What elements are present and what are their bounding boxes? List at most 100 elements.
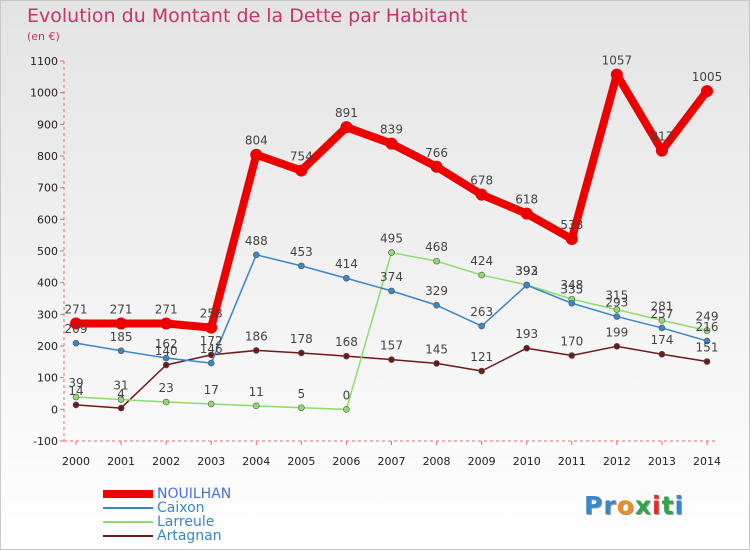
data-label: 488 [245, 234, 268, 248]
data-label: 185 [110, 330, 133, 344]
data-point [475, 188, 488, 201]
data-label: 157 [380, 339, 403, 353]
series-larreule [72, 249, 711, 413]
chart-subtitle: (en €) [27, 30, 60, 43]
data-label: 281 [650, 299, 673, 313]
data-label: 335 [560, 282, 583, 296]
data-label: 393 [515, 264, 538, 278]
data-point [703, 358, 711, 365]
legend-label: NOUILHAN [157, 486, 232, 502]
data-label: 121 [470, 350, 493, 364]
data-point [298, 262, 305, 270]
data-label: 4 [117, 387, 125, 401]
data-point [613, 343, 621, 350]
logo-letter: o [616, 491, 635, 520]
data-point [162, 361, 170, 369]
x-tick-label: 2013 [648, 455, 676, 468]
data-label: 186 [245, 329, 268, 343]
series-layer [70, 68, 713, 413]
data-point [703, 327, 711, 334]
y-tick-label: 800 [37, 150, 58, 163]
data-label: 174 [650, 333, 673, 347]
series-nouilhan [70, 68, 713, 334]
y-tick-label: 700 [37, 182, 58, 195]
data-point [388, 249, 395, 256]
data-label: 754 [290, 150, 313, 164]
logo-letter: x [634, 491, 652, 520]
data-label: 839 [380, 123, 403, 137]
data-label: 151 [696, 341, 719, 355]
data-point [115, 317, 128, 330]
data-label: 199 [605, 325, 628, 339]
series-caixon [72, 251, 711, 367]
data-label: 162 [155, 337, 178, 351]
data-label: 468 [425, 240, 448, 254]
data-label: 5 [298, 387, 306, 401]
data-point [478, 367, 485, 375]
data-label: 17 [204, 383, 219, 397]
data-point [520, 207, 533, 220]
x-tick-label: 2010 [513, 455, 541, 468]
data-label: 271 [65, 303, 88, 317]
data-point [433, 257, 440, 265]
data-point [70, 317, 82, 330]
data-point [343, 406, 350, 413]
legend-item-caixon: Caixon [103, 501, 231, 515]
data-label: 23 [159, 381, 174, 395]
data-point [162, 354, 170, 362]
data-label: 178 [290, 332, 313, 346]
x-tick-label: 2009 [468, 455, 496, 468]
data-point [430, 160, 443, 173]
legend-item-larreule: Larreule [103, 515, 231, 529]
proxiti-logo: Proxiti [584, 491, 684, 520]
data-point [523, 281, 531, 289]
data-label: 209 [65, 322, 88, 336]
y-tick-label: 300 [37, 308, 58, 321]
data-point [655, 144, 668, 157]
logo-letter: i [674, 491, 685, 520]
data-point [252, 402, 260, 410]
data-label: 11 [249, 385, 264, 399]
data-point [343, 352, 350, 360]
data-point [388, 356, 395, 363]
legend: NOUILHAN Caixon Larreule Artagnan [103, 487, 231, 543]
data-label: 414 [335, 257, 358, 271]
data-label: 193 [515, 327, 538, 341]
data-label: 678 [470, 174, 493, 188]
data-label: 315 [605, 289, 628, 303]
data-label: 216 [696, 320, 719, 334]
data-label: 329 [425, 284, 448, 298]
data-label: 618 [515, 193, 538, 207]
data-label: 1057 [602, 54, 633, 68]
data-point [72, 339, 80, 347]
data-point [565, 232, 578, 245]
y-tick-label: 1000 [30, 87, 58, 100]
data-label: 249 [696, 309, 719, 323]
y-tick-label: 500 [37, 245, 58, 258]
data-label: 168 [335, 335, 358, 349]
data-point [703, 337, 711, 345]
data-label: 172 [200, 334, 223, 348]
legend-item-artagnan: Artagnan [103, 529, 231, 543]
data-point [162, 398, 170, 406]
data-point [340, 121, 353, 134]
data-label: 374 [380, 270, 403, 284]
data-point [207, 400, 215, 408]
data-label: 263 [470, 305, 493, 319]
x-tick-label: 2014 [693, 455, 721, 468]
data-point [613, 306, 621, 313]
logo-letter: r [603, 491, 617, 520]
data-point [613, 313, 621, 320]
y-tick-label: 600 [37, 213, 58, 226]
data-label: 257 [650, 307, 673, 321]
y-tick-label: 400 [37, 277, 58, 290]
data-label: 293 [605, 296, 628, 310]
y-tick-label: 900 [37, 118, 58, 131]
data-point [252, 347, 260, 354]
data-point [72, 401, 80, 409]
data-point [433, 301, 440, 309]
legend-swatch [103, 507, 153, 509]
logo-letter: t [661, 491, 675, 520]
